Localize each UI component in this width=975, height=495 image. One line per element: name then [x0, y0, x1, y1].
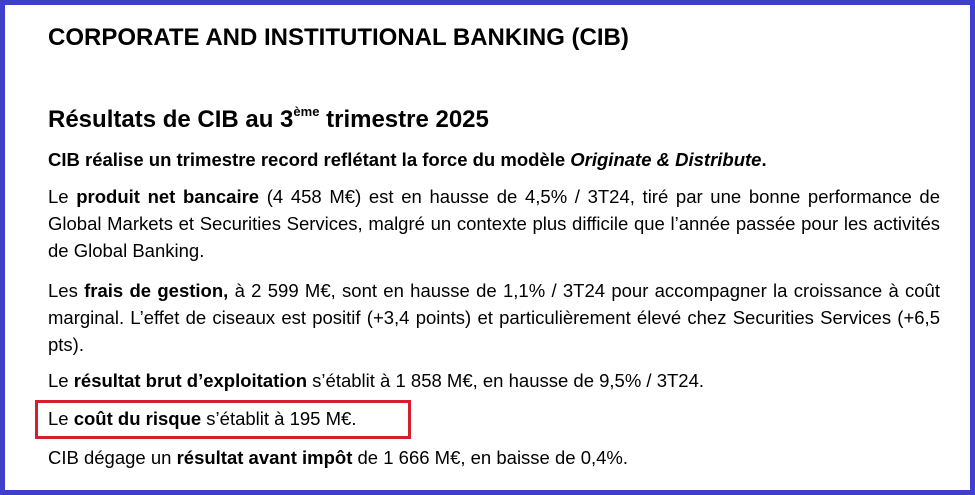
- text: Le: [48, 186, 77, 207]
- text: s’établit à 195 M€.: [201, 408, 357, 429]
- text: Le: [48, 370, 74, 391]
- paragraph: Les frais de gestion, à 2 599 M€, sont e…: [48, 277, 940, 358]
- paragraph: CIB réalise un trimestre record reflétan…: [48, 146, 940, 173]
- title-text: Résultats de CIB au 3: [48, 106, 294, 133]
- title-text: trimestre 2025: [319, 106, 489, 133]
- text: Originate & Distribute: [570, 149, 762, 170]
- text: de 1 666 M€, en baisse de 0,4%.: [352, 447, 629, 468]
- text: à 2 599 M€, sont en hausse de 1,1% / 3T2…: [48, 280, 940, 355]
- header-title: CORPORATE AND INSTITUTIONAL BANKING (CIB…: [48, 24, 629, 51]
- text: résultat brut d’exploitation: [73, 370, 308, 391]
- paragraph: Le résultat brut d’exploitation s’établi…: [48, 367, 940, 394]
- text: CIB réalise un trimestre record reflétan…: [48, 149, 571, 170]
- section-title: Résultats de CIB au 3ème trimestre 2025: [48, 105, 940, 135]
- text: coût du risque: [73, 408, 202, 429]
- paragraph: Le coût du risque s’établit à 195 M€.: [48, 405, 940, 432]
- text: résultat avant impôt: [176, 447, 353, 468]
- text: produit net bancaire: [76, 186, 260, 207]
- text: Les: [48, 280, 85, 301]
- text: Le: [48, 408, 74, 429]
- paragraph: CIB dégage un résultat avant impôt de 1 …: [48, 444, 940, 471]
- text: (4 458 M€) est en hausse de 4,5% / 3T24,…: [48, 186, 941, 261]
- title-sup: ème: [293, 104, 320, 119]
- text: s’établit à 1 858 M€, en hausse de 9,5% …: [307, 370, 705, 391]
- paragraph: Le produit net bancaire (4 458 M€) est e…: [48, 183, 940, 264]
- text: frais de gestion,: [84, 280, 229, 301]
- text: .: [761, 149, 767, 170]
- text: CIB dégage un: [48, 447, 177, 468]
- highlight-box: [35, 400, 411, 439]
